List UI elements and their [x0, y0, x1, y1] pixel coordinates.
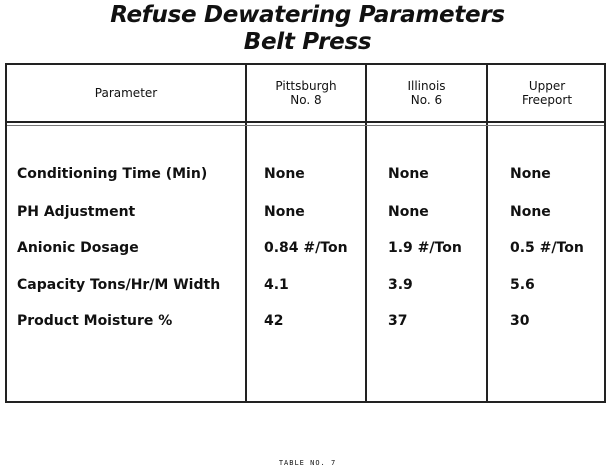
header-illinois: Illinois No. 6 — [407, 79, 446, 107]
column-divider — [486, 65, 488, 401]
cell-illinois: None — [388, 204, 429, 220]
cell-pittsburgh: 0.84 #/Ton — [264, 240, 348, 256]
cell-upper-freeport: 5.6 — [510, 277, 535, 293]
cell-pittsburgh: None — [264, 204, 305, 220]
row-label-anionic-dosage: Anionic Dosage — [17, 240, 139, 256]
cell-illinois: None — [388, 166, 429, 182]
cell-pittsburgh: 42 — [264, 313, 284, 329]
column-divider — [365, 65, 367, 401]
column-divider — [245, 65, 247, 401]
header-divider — [7, 121, 604, 123]
parameters-table: Parameter Pittsburgh No. 8 Illinois No. … — [5, 63, 606, 403]
page-title: Refuse Dewatering Parameters — [110, 2, 505, 28]
cell-upper-freeport: None — [510, 166, 551, 182]
cell-upper-freeport: 30 — [510, 313, 530, 329]
table-number-caption: TABLE NO. 7 — [278, 459, 337, 467]
cell-illinois: 1.9 #/Ton — [388, 240, 462, 256]
cell-pittsburgh: 4.1 — [264, 277, 289, 293]
row-label-capacity: Capacity Tons/Hr/M Width — [17, 277, 221, 293]
page-subtitle: Belt Press — [243, 29, 372, 55]
cell-illinois: 3.9 — [388, 277, 413, 293]
header-parameter: Parameter — [94, 86, 158, 100]
header-divider-secondary — [7, 125, 604, 126]
cell-illinois: 37 — [388, 313, 408, 329]
header-pittsburgh: Pittsburgh No. 8 — [275, 79, 337, 107]
row-label-conditioning-time: Conditioning Time (Min) — [17, 166, 208, 182]
row-label-ph-adjustment: PH Adjustment — [17, 204, 136, 220]
row-label-product-moisture: Product Moisture % — [17, 313, 173, 329]
cell-pittsburgh: None — [264, 166, 305, 182]
header-upper-freeport: Upper Freeport — [521, 79, 573, 107]
cell-upper-freeport: 0.5 #/Ton — [510, 240, 584, 256]
cell-upper-freeport: None — [510, 204, 551, 220]
